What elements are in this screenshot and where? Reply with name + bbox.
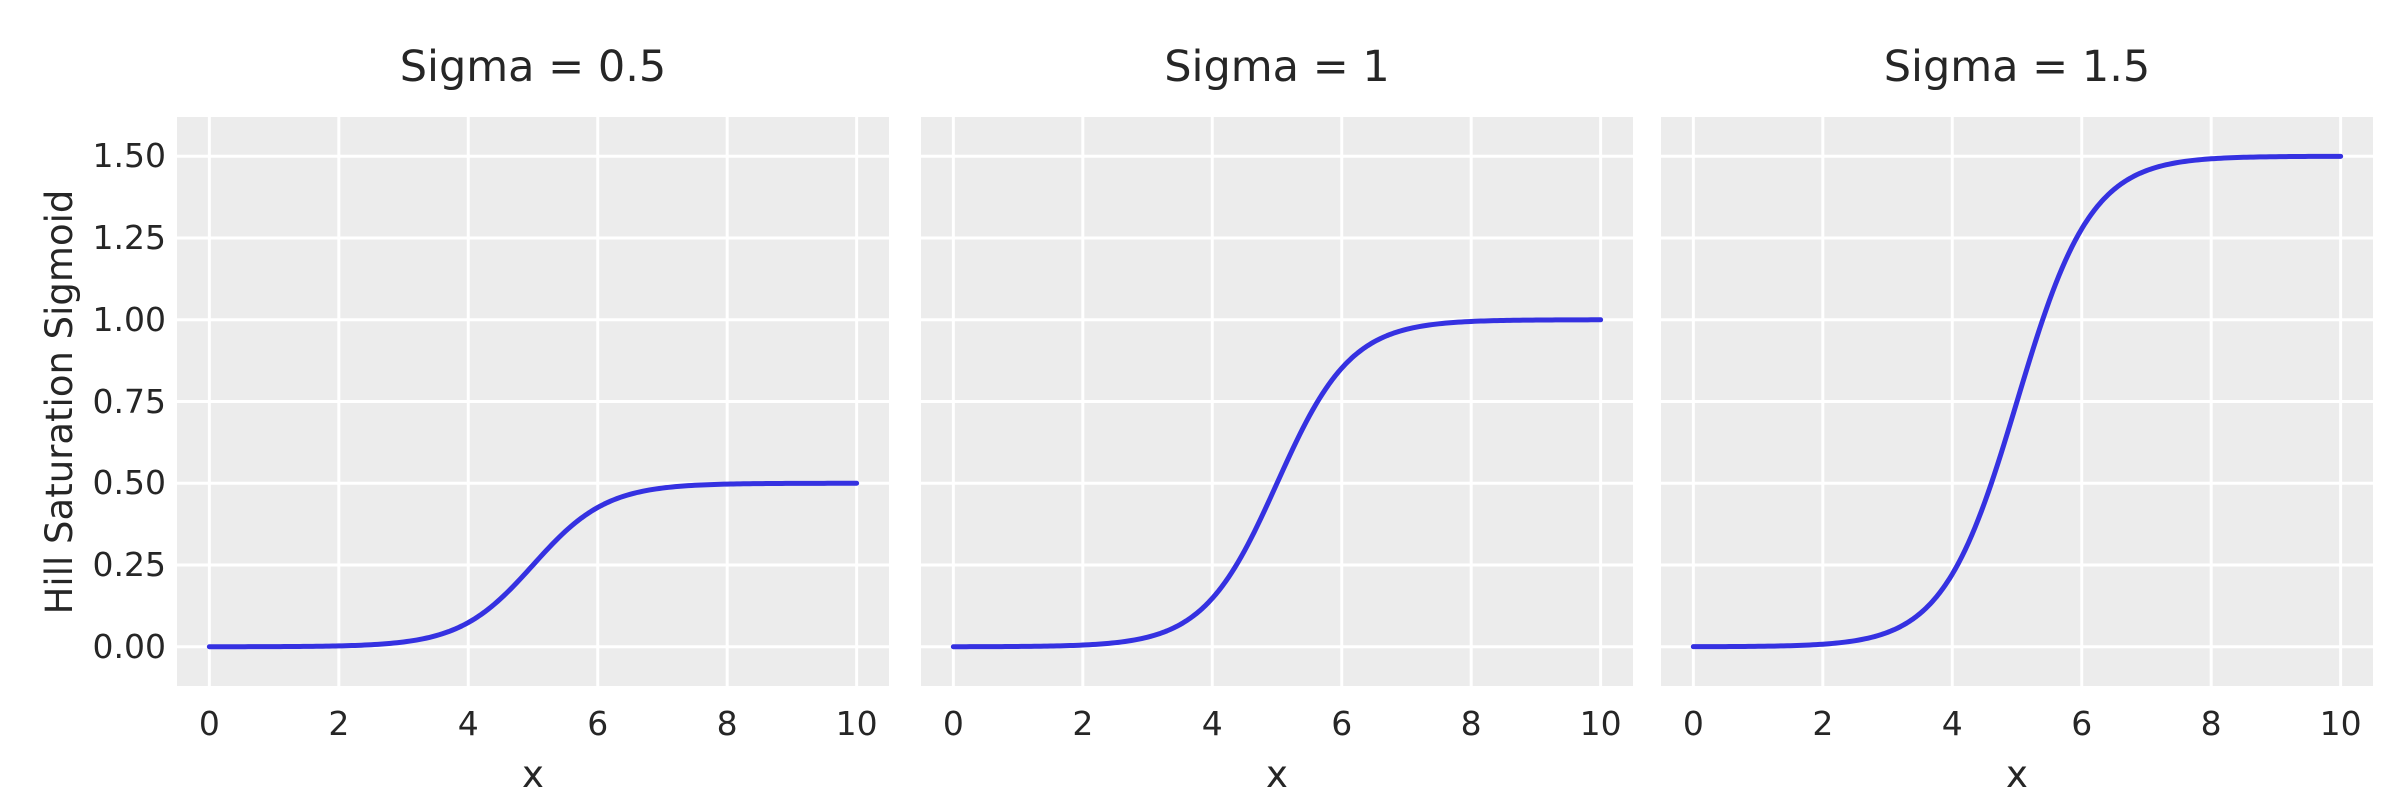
x-tick-label: 8 <box>716 704 738 743</box>
x-tick-label: 8 <box>1460 704 1482 743</box>
subplot-sigma-1-5: Sigma = 1.5 0 2 4 6 8 10 x <box>1661 42 2373 796</box>
x-tick-label: 10 <box>1579 704 1622 743</box>
y-tick-label: 0.00 <box>92 626 166 666</box>
sigmoid-curve <box>1690 153 2344 650</box>
x-axis-label: x <box>2006 753 2028 796</box>
x-tick-label: 10 <box>835 704 878 743</box>
plot-area <box>921 117 1633 686</box>
sigmoid-curve <box>206 480 860 650</box>
x-tick-label: 0 <box>198 704 220 743</box>
y-tick-label: 0.75 <box>92 381 166 421</box>
x-axis-label: x <box>522 753 544 796</box>
x-tick-label: 6 <box>2071 704 2093 743</box>
subplot-title: Sigma = 1.5 <box>1883 42 2151 92</box>
x-tick-label: 6 <box>1331 704 1353 743</box>
y-tick-label: 0.50 <box>92 463 166 503</box>
subplot-sigma-1: Sigma = 1 0 2 4 6 8 10 x <box>921 42 1633 796</box>
x-tick-label: 2 <box>1072 704 1094 743</box>
x-axis-label: x <box>1266 753 1288 796</box>
plot-area <box>1661 117 2373 686</box>
x-tick-label: 4 <box>457 704 479 743</box>
sigmoid-curve <box>950 317 1604 650</box>
y-tick-label: 1.50 <box>92 136 166 176</box>
x-tick-label: 4 <box>1201 704 1223 743</box>
x-tick-label: 6 <box>587 704 609 743</box>
x-tick-label: 4 <box>1941 704 1963 743</box>
x-tick-label: 10 <box>2319 704 2362 743</box>
x-tick-label: 2 <box>1812 704 1834 743</box>
subplot-title: Sigma = 1 <box>1164 42 1390 92</box>
plot-area <box>177 117 889 686</box>
x-tick-label: 8 <box>2200 704 2222 743</box>
subplot-sigma-0-5: Sigma = 0.5 0 2 4 6 8 10 x <box>177 42 889 796</box>
x-tick-label: 2 <box>328 704 350 743</box>
y-tick-label: 0.25 <box>92 545 166 584</box>
x-tick-label: 0 <box>1682 704 1704 743</box>
y-tick-label: 1.25 <box>92 217 166 257</box>
y-tick-label: 1.00 <box>92 299 166 339</box>
x-tick-label: 0 <box>942 704 964 743</box>
subplot-title: Sigma = 0.5 <box>399 42 667 92</box>
